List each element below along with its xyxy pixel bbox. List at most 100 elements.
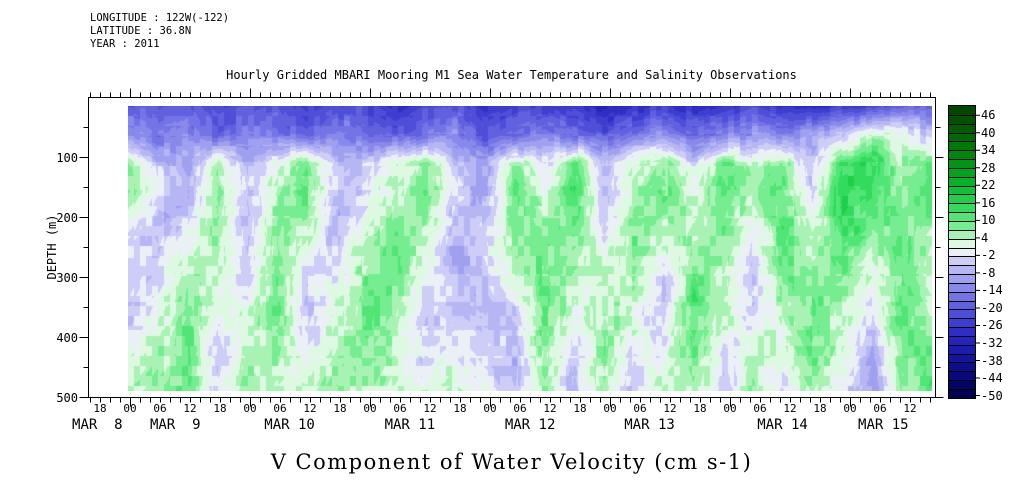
x-hour-tick-label: 12 <box>183 402 197 415</box>
x-hour-tick-label: 12 <box>303 402 317 415</box>
colorbar-cell <box>949 335 975 345</box>
colorbar-tick-label: 16 <box>981 195 996 210</box>
colorbar-tick-label: -20 <box>981 300 1003 315</box>
colorbar-tick-label: -26 <box>981 318 1003 333</box>
x-hour-tick-label: 06 <box>393 402 407 415</box>
colorbar-cell <box>949 309 975 319</box>
x-hour-tick-label: 18 <box>813 402 827 415</box>
x-hour-tick-label: 18 <box>93 402 107 415</box>
figure-bottom-title: V Component of Water Velocity (cm s-1) <box>270 450 753 474</box>
colorbar-cell <box>949 141 975 151</box>
x-date-label: MAR 10 <box>264 417 315 433</box>
colorbar-cell <box>949 389 975 398</box>
x-hour-tick-label: 00 <box>363 402 377 415</box>
x-hour-tick-label: 06 <box>513 402 527 415</box>
x-hour-tick-label: 06 <box>273 402 287 415</box>
colorbar-tick-label: 22 <box>981 178 996 193</box>
colorbar-cell <box>949 203 975 213</box>
y-tick-label: 300 <box>56 270 78 285</box>
colorbar-tick-label: 40 <box>981 125 996 140</box>
x-hour-tick-label: 00 <box>243 402 257 415</box>
colorbar-tick-label: -14 <box>981 283 1003 298</box>
x-date-label: MAR 13 <box>624 417 675 433</box>
colorbar-tick-label: -50 <box>981 388 1003 403</box>
x-hour-tick-label: 12 <box>783 402 797 415</box>
x-hour-tick-label: 12 <box>423 402 437 415</box>
colorbar-cell <box>949 212 975 221</box>
x-date-label: MAR 8 <box>72 417 123 433</box>
x-hour-tick-label: 06 <box>873 402 887 415</box>
x-hour-tick-label: 00 <box>123 402 137 415</box>
heatmap-canvas <box>128 106 932 391</box>
x-date-label: MAR 11 <box>384 417 436 433</box>
colorbar-cell <box>949 291 975 301</box>
x-hour-tick-label: 12 <box>543 402 557 415</box>
x-hour-tick-label: 06 <box>753 402 767 415</box>
x-hour-tick-label: 00 <box>723 402 737 415</box>
colorbar-cell <box>949 380 975 389</box>
colorbar-cell <box>949 344 975 354</box>
x-hour-tick-label: 00 <box>843 402 857 415</box>
colorbar-cell <box>949 106 975 115</box>
colorbar-cell <box>949 300 975 310</box>
colorbar-tick-label: -38 <box>981 353 1003 368</box>
x-hour-tick-label: 12 <box>663 402 677 415</box>
colorbar-tick-label: -8 <box>981 265 996 280</box>
colorbar-tick-label: -2 <box>981 248 996 263</box>
x-hour-tick-label: 18 <box>693 402 707 415</box>
colorbar-cell <box>949 238 975 248</box>
colorbar-cell <box>949 220 975 230</box>
colorbar-cell <box>949 123 975 133</box>
colorbar-cell <box>949 114 975 124</box>
axes-ticks-path <box>79 88 980 407</box>
x-date-label: MAR 15 <box>858 417 909 433</box>
colorbar-tick-label: 4 <box>981 230 989 245</box>
colorbar-cell <box>949 176 975 186</box>
colorbar-cell <box>949 229 975 239</box>
colorbar-cell <box>949 265 975 275</box>
colorbar <box>948 105 976 399</box>
colorbar-tick-label: 28 <box>981 160 996 175</box>
colorbar-cell <box>949 282 975 292</box>
colorbar-cell <box>949 256 975 266</box>
x-hour-tick-label: 12 <box>903 402 917 415</box>
colorbar-cell <box>949 362 975 372</box>
colorbar-tick-label: 46 <box>981 108 996 123</box>
y-tick-label: 400 <box>56 330 78 345</box>
colorbar-cell <box>949 274 975 283</box>
colorbar-tick-label: -32 <box>981 335 1003 350</box>
header-longitude: LONGITUDE : 122W(-122) <box>90 12 230 24</box>
x-hour-tick-label: 00 <box>483 402 497 415</box>
plot-title: Hourly Gridded MBARI Mooring M1 Sea Wate… <box>226 68 797 82</box>
x-hour-tick-label: 06 <box>153 402 167 415</box>
colorbar-tick-label: -44 <box>981 371 1003 386</box>
colorbar-cell <box>949 327 975 336</box>
header-year: YEAR : 2011 <box>90 38 160 50</box>
x-hour-tick-label: 18 <box>453 402 467 415</box>
header-latitude: LATITUDE : 36.8N <box>90 25 192 37</box>
colorbar-cell <box>949 371 975 381</box>
x-date-label: MAR 14 <box>757 417 808 433</box>
colorbar-cell <box>949 150 975 160</box>
colorbar-cell <box>949 247 975 257</box>
x-hour-tick-label: 18 <box>573 402 587 415</box>
y-tick-label: 100 <box>56 150 78 165</box>
x-hour-tick-label: 18 <box>213 402 227 415</box>
colorbar-cell <box>949 353 975 363</box>
colorbar-tick-label: 10 <box>981 213 996 228</box>
x-date-label: MAR 12 <box>504 417 556 433</box>
colorbar-cell <box>949 167 975 177</box>
x-date-label: MAR 9 <box>149 417 201 433</box>
x-hour-tick-label: 00 <box>603 402 617 415</box>
colorbar-tick-label: 34 <box>981 143 996 158</box>
y-tick-label: 500 <box>56 390 78 405</box>
colorbar-cell <box>949 318 975 328</box>
colorbar-cell <box>949 185 975 195</box>
y-tick-label: 200 <box>56 210 78 225</box>
x-hour-tick-label: 18 <box>333 402 347 415</box>
colorbar-cell <box>949 159 975 168</box>
colorbar-cell <box>949 194 975 204</box>
x-hour-tick-label: 06 <box>633 402 647 415</box>
